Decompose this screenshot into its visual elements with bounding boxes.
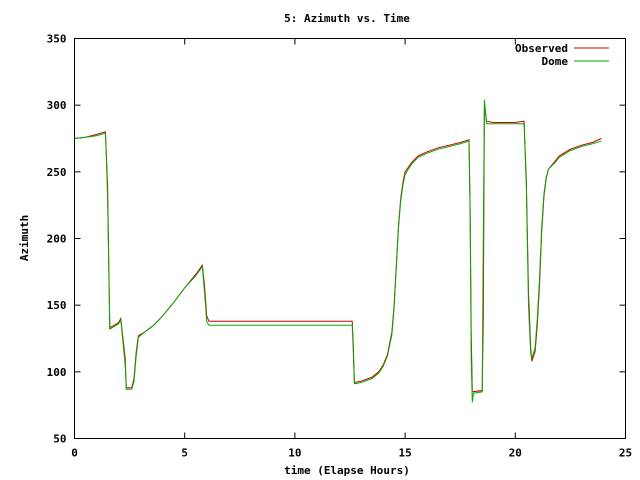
y-tick-label: 300 [47,99,67,112]
y-tick-label: 150 [47,299,67,312]
x-axis-label: time (Elapse Hours) [284,464,410,477]
chart-title: 5: Azimuth vs. Time [284,12,410,25]
x-tick-label: 5 [181,447,188,460]
y-axis-label: Azimuth [18,215,31,261]
y-tick-label: 50 [53,433,66,446]
series-line-observed [74,105,602,393]
x-tick-label: 10 [288,447,301,460]
x-tick-label: 15 [398,447,411,460]
x-tick-label: 20 [509,447,522,460]
axis-ticks: 0 5 10 15 20 25 50 100 150 200 250 300 350 [47,33,633,460]
plot-frame [74,38,626,439]
x-tick-label: 0 [71,447,78,460]
legend-label-dome: Dome [542,55,569,68]
y-tick-label: 250 [47,166,67,179]
y-tick-label: 200 [47,233,67,246]
series-group [74,99,602,403]
legend-label-observed: Observed [515,42,568,55]
x-tick-label: 25 [619,447,632,460]
y-tick-label: 350 [47,33,67,46]
series-line-dome [74,99,602,403]
y-tick-label: 100 [47,366,67,379]
